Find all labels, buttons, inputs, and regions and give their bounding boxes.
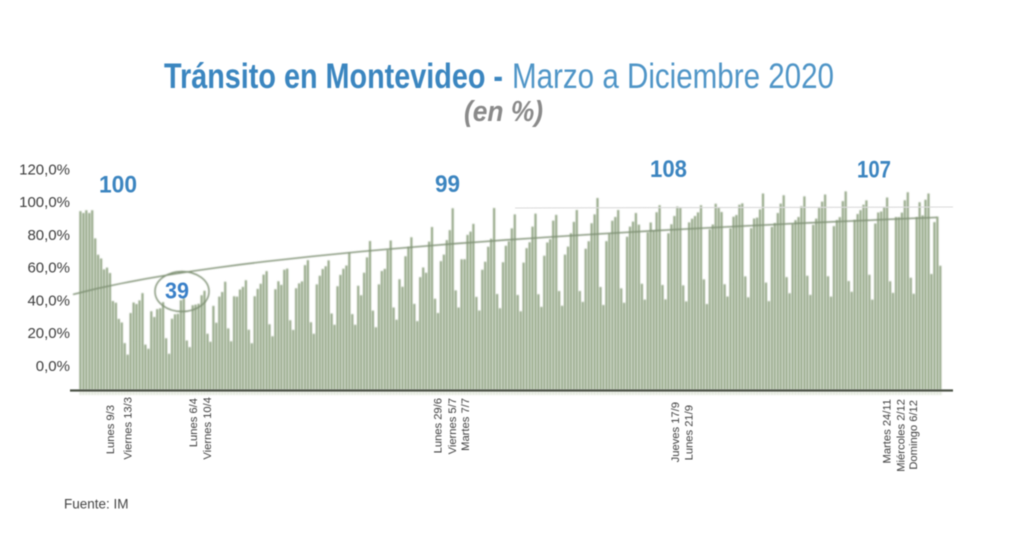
svg-text:108: 108 [650, 156, 687, 183]
svg-text:80,0%: 80,0% [27, 227, 70, 244]
svg-text:Lunes 6/4: Lunes 6/4 [188, 398, 200, 447]
svg-text:Marzo a Diciembre 2020: Marzo a Diciembre 2020 [512, 57, 834, 96]
svg-text:Tránsito en Montevideo -: Tránsito en Montevideo - [164, 57, 503, 96]
svg-text:60,0%: 60,0% [27, 260, 70, 277]
svg-text:Lunes 9/3: Lunes 9/3 [105, 405, 117, 454]
svg-text:Martes 24/11: Martes 24/11 [882, 399, 894, 463]
svg-text:0,0%: 0,0% [36, 358, 70, 375]
svg-text:Fuente: IM: Fuente: IM [64, 497, 129, 512]
svg-text:99: 99 [435, 171, 460, 198]
svg-text:39: 39 [165, 278, 189, 304]
svg-text:Viernes 10/4: Viernes 10/4 [202, 397, 214, 460]
svg-text:Martes 7/7: Martes 7/7 [460, 398, 472, 451]
svg-text:Viernes 5/7: Viernes 5/7 [447, 398, 459, 454]
svg-text:Domingo 6/12: Domingo 6/12 [908, 400, 920, 470]
svg-text:40,0%: 40,0% [27, 292, 70, 309]
svg-text:100: 100 [99, 172, 137, 199]
svg-text:(en %): (en %) [464, 96, 543, 128]
svg-text:107: 107 [857, 157, 891, 184]
svg-text:Jueves 17/9: Jueves 17/9 [670, 402, 682, 462]
svg-text:Lunes 29/6: Lunes 29/6 [433, 398, 445, 453]
svg-text:Viernes 13/3: Viernes 13/3 [123, 397, 135, 460]
svg-text:Miércoles 2/12: Miércoles 2/12 [895, 399, 907, 472]
svg-text:20,0%: 20,0% [27, 325, 70, 342]
svg-text:Lunes 21/9: Lunes 21/9 [684, 405, 696, 460]
svg-text:100,0%: 100,0% [19, 194, 70, 211]
svg-text:120,0%: 120,0% [19, 161, 70, 178]
